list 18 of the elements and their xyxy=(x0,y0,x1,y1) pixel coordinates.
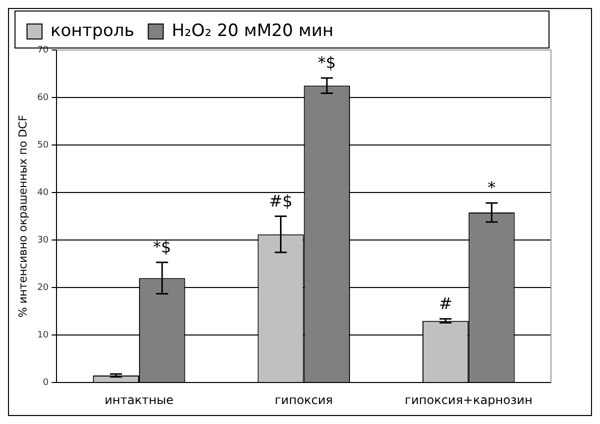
annotation: *$ xyxy=(318,53,336,72)
annotation: #$ xyxy=(268,191,293,210)
y-tick-label: 30 xyxy=(37,235,49,246)
y-tick-label: 10 xyxy=(37,330,49,340)
annotation: # xyxy=(438,294,452,314)
annotation: *$ xyxy=(153,238,172,257)
x-tick-label: интактные xyxy=(104,392,174,407)
legend-label: H₂O₂ 20 мМ20 мин xyxy=(172,20,334,41)
y-axis-title: % интенсивно окрашенных по DCF xyxy=(16,114,30,318)
annotation: * xyxy=(488,178,496,198)
y-tick-label: 60 xyxy=(37,92,49,103)
x-tick-label: гипоксия+карнозин xyxy=(404,392,532,407)
y-tick-label: 20 xyxy=(37,282,49,293)
legend-label: контроль xyxy=(50,20,134,41)
y-tick-label: 50 xyxy=(37,140,49,150)
y-tick-label: 0 xyxy=(42,378,49,388)
y-tick-label: 40 xyxy=(37,188,49,198)
x-tick-label: гипоксия xyxy=(274,392,333,407)
